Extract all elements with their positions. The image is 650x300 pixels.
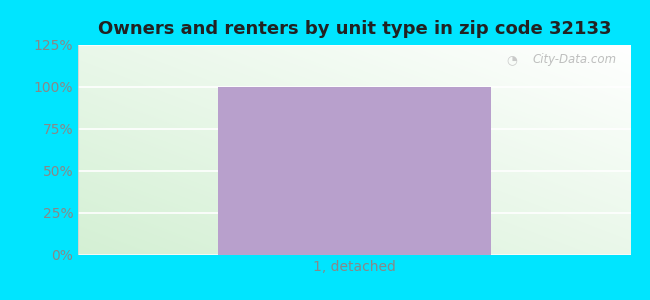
Text: City-Data.com: City-Data.com [532, 53, 617, 66]
Text: ◔: ◔ [506, 53, 517, 66]
Title: Owners and renters by unit type in zip code 32133: Owners and renters by unit type in zip c… [98, 20, 611, 38]
Bar [218, 87, 491, 255]
